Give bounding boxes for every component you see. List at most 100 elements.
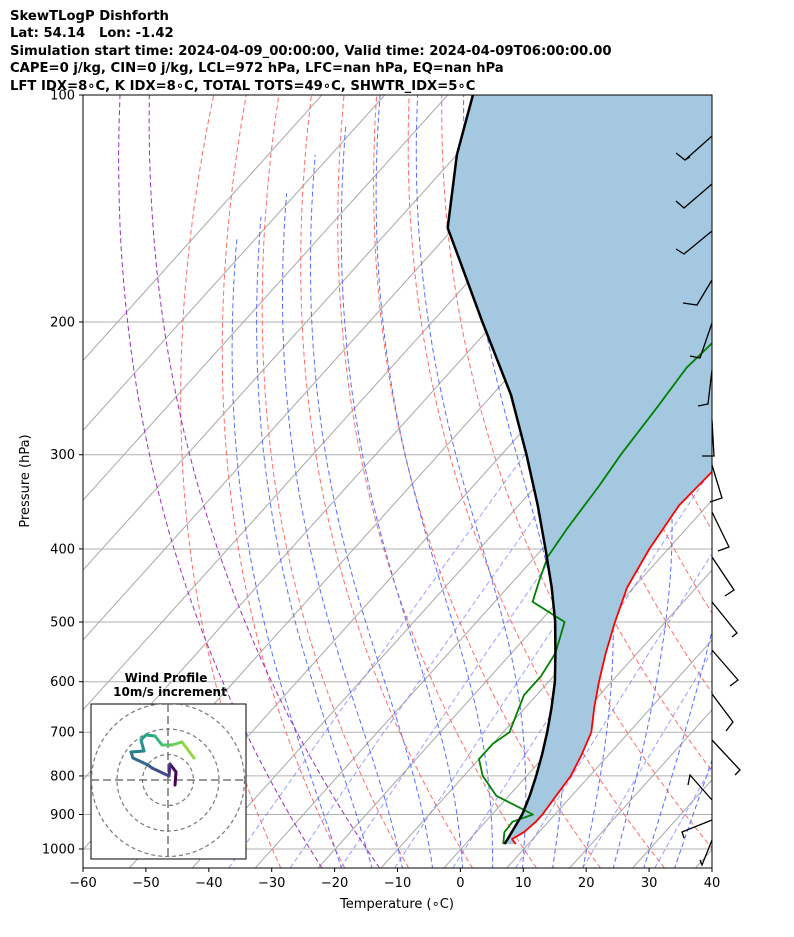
hodograph-segment (150, 766, 171, 778)
chart-title: SkewTLogP Dishforth (10, 9, 169, 24)
y-tick-label: 500 (50, 616, 75, 631)
x-tick-label: −30 (258, 876, 285, 891)
moist-adiabat (310, 154, 434, 868)
isotherm-line (569, 709, 712, 868)
dewpoint-line (478, 341, 712, 845)
temperature-line (511, 470, 712, 845)
x-tick-label: −50 (132, 876, 159, 891)
dry-adiabat (790, 61, 794, 869)
wind-barb (711, 649, 739, 687)
wind-barb (681, 819, 713, 839)
x-tick-label: −20 (321, 876, 348, 891)
indices-line-1: CAPE=0 j/kg, CIN=0 j/kg, LCL=972 hPa, LF… (10, 61, 504, 77)
wind-barb (684, 156, 691, 161)
wind-barb (711, 556, 735, 597)
wind-barb (675, 230, 713, 255)
wind-barb (711, 693, 734, 732)
wind-barb (709, 464, 723, 503)
hodograph-segment (129, 749, 146, 754)
hodograph-segment (180, 740, 196, 760)
isotherm-line (83, 95, 449, 501)
wind-barb (682, 279, 713, 306)
hodograph-segment (153, 734, 164, 747)
moist-adiabat (256, 216, 373, 868)
wind-barb (711, 511, 730, 552)
y-tick-label: 200 (50, 315, 75, 330)
y-tick-label: 300 (50, 448, 75, 463)
isotherm-line (83, 95, 512, 571)
dry-adiabat (727, 61, 794, 869)
wind-barb (711, 601, 738, 638)
isotherm-line (128, 219, 712, 868)
hodograph-segment (167, 762, 172, 778)
indices-line-2: LFT IDX=8∘C, K IDX=8∘C, TOTAL TOTS=49∘C,… (10, 78, 476, 94)
dry-adiabat (180, 95, 282, 868)
hodograph-segment (170, 740, 184, 747)
dry-adiabat (261, 95, 410, 868)
y-tick-label: 700 (50, 726, 75, 741)
moist-adiabat (463, 95, 566, 868)
x-tick-label: −40 (195, 876, 222, 891)
parcel-line (446, 95, 557, 845)
wind-barbs (675, 135, 741, 867)
hodograph-segment (139, 738, 146, 753)
hodograph-segment (131, 756, 150, 767)
dry-adiabat (441, 95, 712, 850)
dry-adiabat (337, 95, 538, 868)
chart-header: SkewTLogP Dishforth Lat: 54.14 Lon: -1.42… (10, 8, 612, 95)
wind-barb (689, 322, 713, 359)
x-tick-label: 40 (704, 876, 721, 891)
moist-adiabat (231, 238, 342, 868)
wind-barb (711, 739, 741, 776)
x-tick-label: −10 (384, 876, 411, 891)
wind-barb (687, 773, 713, 801)
y-tick-label: 600 (50, 675, 75, 690)
inset-subtitle: 10m/s increment (113, 685, 227, 699)
y-tick-label: 1000 (42, 843, 75, 858)
isotherm-line (758, 60, 794, 868)
y-tick-label: 400 (50, 542, 75, 557)
dry-adiabat (407, 95, 665, 868)
dry-adiabat (506, 95, 712, 694)
x-tick-label: −60 (69, 876, 96, 891)
time-line: Simulation start time: 2024-04-09_00:00:… (10, 43, 612, 59)
moist-adiabat (282, 193, 403, 868)
mixing-ratio-line (340, 327, 712, 868)
x-tick-label: 10 (515, 876, 532, 891)
location-line: Lat: 54.14 Lon: -1.42 (10, 26, 174, 42)
reference-line (118, 95, 323, 868)
x-tick-label: 0 (456, 876, 464, 891)
mixing-ratio-line (515, 553, 712, 868)
wind-barb (697, 369, 713, 407)
reference-line (148, 95, 381, 868)
dry-adiabat (759, 61, 794, 869)
x-axis-label: Temperature (∘C) (339, 897, 454, 912)
y-tick-label: 900 (50, 808, 75, 823)
inset-title: Wind Profile (125, 671, 208, 685)
mixing-ratio-line (228, 197, 712, 868)
isotherm-line (83, 95, 386, 432)
moist-adiabat (375, 95, 494, 868)
y-tick-label: 100 (50, 89, 75, 104)
wind-barb (702, 419, 715, 457)
y-tick-label: 800 (50, 769, 75, 784)
cin-fill-area (447, 95, 712, 845)
hodograph-segment (144, 733, 157, 738)
x-tick-label: 20 (578, 876, 595, 891)
wind-barb (699, 839, 713, 867)
y-axis-label: Pressure (hPa) (18, 434, 33, 527)
moist-adiabat (643, 95, 712, 868)
wind-barb (675, 183, 713, 209)
data-layer (446, 95, 712, 845)
moist-adiabat (674, 758, 712, 868)
dry-adiabat (221, 95, 346, 868)
x-tick-label: 30 (641, 876, 658, 891)
dry-adiabat (373, 95, 602, 868)
inset-plot-area (91, 704, 246, 859)
dry-adiabat (300, 95, 474, 868)
hodograph-segment (173, 770, 178, 787)
isotherm-line (380, 499, 712, 868)
